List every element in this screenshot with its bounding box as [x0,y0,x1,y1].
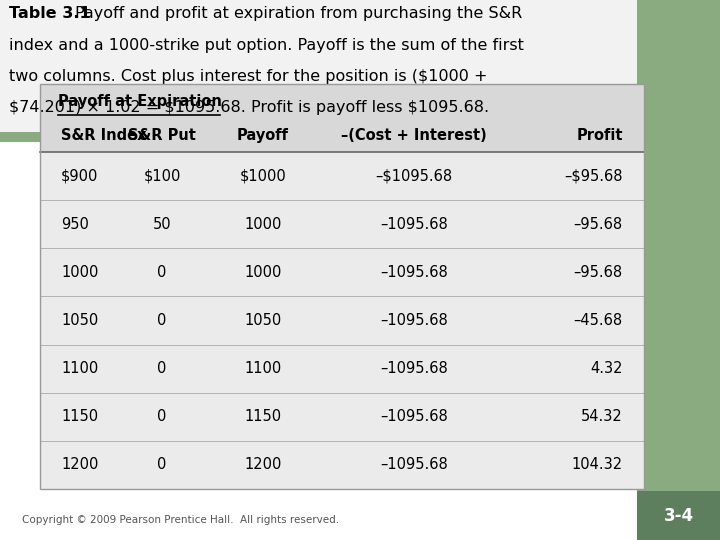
FancyBboxPatch shape [40,119,644,152]
Text: –1095.68: –1095.68 [380,409,448,424]
Text: 104.32: 104.32 [572,457,623,472]
Text: S&R Put: S&R Put [128,128,196,143]
Text: $1000: $1000 [240,169,286,184]
Text: 3-4: 3-4 [664,507,693,525]
Text: –1095.68: –1095.68 [380,361,448,376]
Text: Payoff: Payoff [237,128,289,143]
Text: two columns. Cost plus interest for the position is ($1000 +: two columns. Cost plus interest for the … [9,69,487,84]
Text: 0: 0 [157,265,167,280]
Text: –1095.68: –1095.68 [380,313,448,328]
Text: S&R Index: S&R Index [61,128,147,143]
Text: 0: 0 [157,457,167,472]
Text: –1095.68: –1095.68 [380,265,448,280]
Text: Copyright © 2009 Pearson Prentice Hall.  All rights reserved.: Copyright © 2009 Pearson Prentice Hall. … [22,515,338,525]
Text: 50: 50 [153,217,171,232]
Text: Payoff at Expiration: Payoff at Expiration [58,94,222,109]
Text: –1095.68: –1095.68 [380,217,448,232]
FancyBboxPatch shape [0,0,637,132]
Text: –95.68: –95.68 [574,265,623,280]
Text: 1200: 1200 [244,457,282,472]
Bar [40,84,644,489]
Text: $900: $900 [61,169,99,184]
Text: 1100: 1100 [61,361,99,376]
Text: 0: 0 [157,409,167,424]
Text: $100: $100 [143,169,181,184]
Text: 1000: 1000 [244,217,282,232]
FancyBboxPatch shape [0,132,720,142]
Text: –95.68: –95.68 [574,217,623,232]
Text: 0: 0 [157,313,167,328]
Text: $74.201) × 1.02 = $1095.68. Profit is payoff less $1095.68.: $74.201) × 1.02 = $1095.68. Profit is pa… [9,100,489,116]
Text: –1095.68: –1095.68 [380,457,448,472]
Text: 0: 0 [157,361,167,376]
Text: Table 3.1: Table 3.1 [9,6,90,22]
FancyBboxPatch shape [637,0,720,540]
Text: 1200: 1200 [61,457,99,472]
Text: Payoff and profit at expiration from purchasing the S&R: Payoff and profit at expiration from pur… [75,6,522,22]
Text: 1000: 1000 [61,265,99,280]
Text: –$95.68: –$95.68 [564,169,623,184]
Text: Profit: Profit [576,128,623,143]
Text: 4.32: 4.32 [590,361,623,376]
FancyBboxPatch shape [637,491,720,540]
Text: –(Cost + Interest): –(Cost + Interest) [341,128,487,143]
Text: 1050: 1050 [244,313,282,328]
Text: 950: 950 [61,217,89,232]
Text: 54.32: 54.32 [581,409,623,424]
FancyBboxPatch shape [40,84,644,489]
Text: –$1095.68: –$1095.68 [375,169,453,184]
Text: 1150: 1150 [61,409,99,424]
Text: 1050: 1050 [61,313,99,328]
FancyBboxPatch shape [40,84,644,119]
Text: 1150: 1150 [244,409,282,424]
Text: index and a 1000-strike put option. Payoff is the sum of the first: index and a 1000-strike put option. Payo… [9,38,523,53]
Text: 1100: 1100 [244,361,282,376]
Text: –45.68: –45.68 [574,313,623,328]
Text: 1000: 1000 [244,265,282,280]
